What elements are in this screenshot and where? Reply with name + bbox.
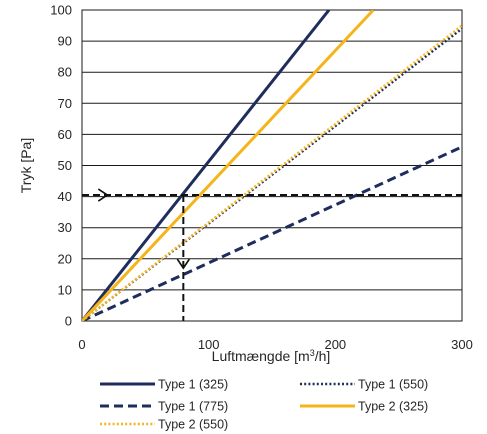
y-tick-label: 50 [58,158,72,173]
plot-area-frame [81,9,463,322]
legend-label-1: Type 1 (325) [158,378,228,392]
legend-label-2: Type 1 (550) [358,378,428,392]
grid-lines [82,9,462,322]
x-tick-label: 0 [78,337,85,352]
series-line-5 [82,24,462,321]
reading-annotation [82,188,462,321]
x-tick-label: 300 [451,337,473,352]
y-tick-label: 0 [65,314,72,329]
x-tick-label: 100 [198,337,220,352]
y-axis-label: Tryk [Pa] [18,138,34,194]
y-tick-label: 20 [58,251,72,266]
arrow-right-icon [97,188,109,202]
y-tick-label: 30 [58,220,72,235]
y-tick-label: 90 [58,34,72,49]
y-tick-label: 80 [58,65,72,80]
y-tick-label: 70 [58,96,72,111]
x-axis-label-superscript: 3 [310,348,315,358]
legend-label-5: Type 2 (550) [158,418,228,432]
legend: Type 1 (325) Type 1 (550) Type 1 (775) Type… [100,378,428,432]
y-tick-label: 10 [58,282,72,297]
y-tick-label: 100 [50,3,72,18]
y-tick-label: 40 [58,189,72,204]
x-axis-label: Luftmængde [m3/h] [212,348,331,364]
series-line-4 [82,10,375,321]
series-line-1 [82,10,331,321]
arrow-down-icon [176,258,190,270]
x-tick-label: 200 [324,337,346,352]
series-lines [82,10,462,321]
x-tick-labels: 0 100 200 300 [78,337,472,352]
x-axis-label-main: Luftmængde [m [212,348,310,364]
legend-label-4: Type 2 (325) [358,400,428,414]
y-tick-label: 60 [58,127,72,142]
y-tick-labels: 0 10 20 30 40 50 60 70 80 90 100 [50,3,72,329]
legend-label-3: Type 1 (775) [158,400,228,414]
x-axis-label-unit: /h] [315,348,331,364]
